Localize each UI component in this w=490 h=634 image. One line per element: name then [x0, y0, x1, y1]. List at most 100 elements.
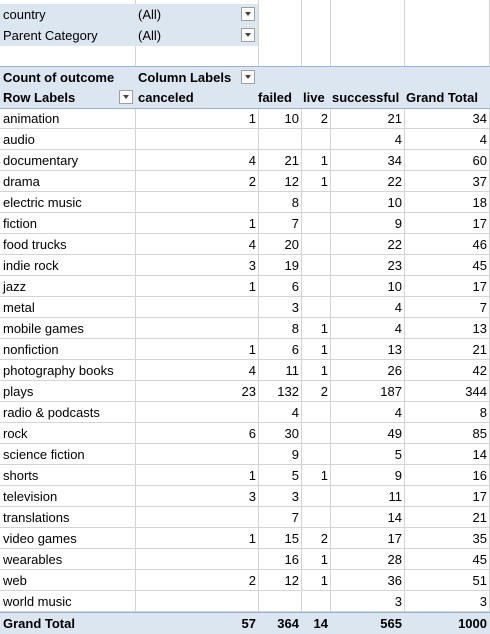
- cell-grand-total: 45: [472, 258, 487, 273]
- table-row: video games 1 15 2 17 35: [0, 528, 490, 549]
- row-divider: [0, 380, 490, 381]
- cell-grand-total: 37: [472, 174, 487, 189]
- grand-total-label: Grand Total: [3, 616, 75, 631]
- cell-successful: 49: [387, 426, 402, 441]
- row-divider: [0, 506, 490, 507]
- table-row: fiction 1 7 9 17: [0, 213, 490, 234]
- cell-successful: 36: [387, 573, 402, 588]
- cell-live: 2: [320, 384, 328, 399]
- row-divider: [0, 317, 490, 318]
- cell-successful: 9: [394, 468, 402, 483]
- grand-total-failed: 364: [277, 616, 299, 631]
- cell-grand-total: 16: [472, 468, 487, 483]
- cell-failed: 3: [291, 300, 299, 315]
- row-divider: [0, 254, 490, 255]
- cell-grand-total: 17: [472, 279, 487, 294]
- cell-live: [301, 213, 328, 234]
- cell-successful: 10: [387, 279, 402, 294]
- row-divider: [0, 296, 490, 297]
- row-divider: [0, 590, 490, 591]
- cell-live: [301, 507, 328, 528]
- row-label: shorts: [3, 468, 39, 483]
- table-row: nonfiction 1 6 1 13 21: [0, 339, 490, 360]
- cell-failed: 6: [291, 342, 299, 357]
- row-label: drama: [3, 174, 40, 189]
- cell-grand-total: 344: [465, 384, 487, 399]
- row-divider: [0, 485, 490, 486]
- row-divider: [0, 443, 490, 444]
- cell-grand-total: 13: [472, 321, 487, 336]
- filter-label: country: [3, 7, 46, 22]
- cell-grand-total: 3: [479, 594, 487, 609]
- cell-canceled: [200, 507, 256, 528]
- row-divider: [0, 275, 490, 276]
- cell-successful: 34: [387, 153, 402, 168]
- cell-canceled: 1: [248, 531, 256, 546]
- cell-live: 1: [320, 153, 328, 168]
- cell-grand-total: 7: [479, 300, 487, 315]
- row-label: jazz: [3, 279, 27, 294]
- row-label: science fiction: [3, 447, 85, 462]
- row-label: indie rock: [3, 258, 59, 273]
- row-divider: [0, 464, 490, 465]
- cell-successful: 4: [394, 321, 402, 336]
- cell-successful: 14: [387, 510, 402, 525]
- cell-successful: 3: [394, 594, 402, 609]
- row-divider: [0, 548, 490, 549]
- cell-canceled: [200, 402, 256, 423]
- cell-live: [301, 234, 328, 255]
- cell-canceled: 4: [248, 237, 256, 252]
- row-divider: [0, 611, 490, 612]
- row-labels-header: Row Labels: [3, 90, 76, 105]
- table-row: food trucks 4 20 22 46: [0, 234, 490, 255]
- cell-canceled: 1: [248, 216, 256, 231]
- cell-live: 2: [320, 531, 328, 546]
- column-labels-dropdown-icon[interactable]: [241, 70, 255, 84]
- row-label: video games: [3, 531, 77, 546]
- cell-live: 1: [320, 363, 328, 378]
- cell-canceled: 3: [248, 489, 256, 504]
- column-header-failed: failed: [258, 90, 292, 105]
- row-label: wearables: [3, 552, 63, 567]
- cell-canceled: [200, 444, 256, 465]
- cell-canceled: [200, 549, 256, 570]
- cell-failed: 3: [291, 489, 299, 504]
- cell-canceled: 1: [248, 342, 256, 357]
- cell-failed: 12: [284, 174, 299, 189]
- row-label: electric music: [3, 195, 82, 210]
- row-label: food trucks: [3, 237, 67, 252]
- row-divider: [0, 338, 490, 339]
- row-label: photography books: [3, 363, 114, 378]
- cell-canceled: 2: [248, 573, 256, 588]
- cell-canceled: [200, 129, 256, 150]
- cell-failed: 30: [284, 426, 299, 441]
- cell-live: [301, 423, 328, 444]
- value-field-header: Count of outcome: [3, 70, 115, 85]
- row-label: television: [3, 489, 58, 504]
- row-label: plays: [3, 384, 34, 399]
- cell-failed: 12: [284, 573, 299, 588]
- cell-live: [301, 255, 328, 276]
- filter-dropdown-icon[interactable]: [241, 7, 255, 21]
- cell-successful: 5: [394, 447, 402, 462]
- cell-successful: 22: [387, 237, 402, 252]
- cell-grand-total: 42: [472, 363, 487, 378]
- cell-failed: 7: [291, 216, 299, 231]
- table-row: mobile games 8 1 4 13: [0, 318, 490, 339]
- row-labels-dropdown-icon[interactable]: [119, 90, 133, 104]
- cell-grand-total: 17: [472, 216, 487, 231]
- cell-successful: 28: [387, 552, 402, 567]
- cell-successful: 13: [387, 342, 402, 357]
- row-label: audio: [3, 132, 35, 147]
- table-row: television 3 3 11 17: [0, 486, 490, 507]
- row-divider: [0, 527, 490, 528]
- row-divider: [0, 212, 490, 213]
- cell-grand-total: 45: [472, 552, 487, 567]
- cell-canceled: 4: [248, 363, 256, 378]
- row-label: nonfiction: [3, 342, 59, 357]
- filter-dropdown-icon[interactable]: [241, 28, 255, 42]
- pivot-header-row: Count of outcome Column Labels: [0, 66, 490, 88]
- row-label: world music: [3, 594, 72, 609]
- cell-canceled: 4: [248, 153, 256, 168]
- cell-successful: 4: [394, 405, 402, 420]
